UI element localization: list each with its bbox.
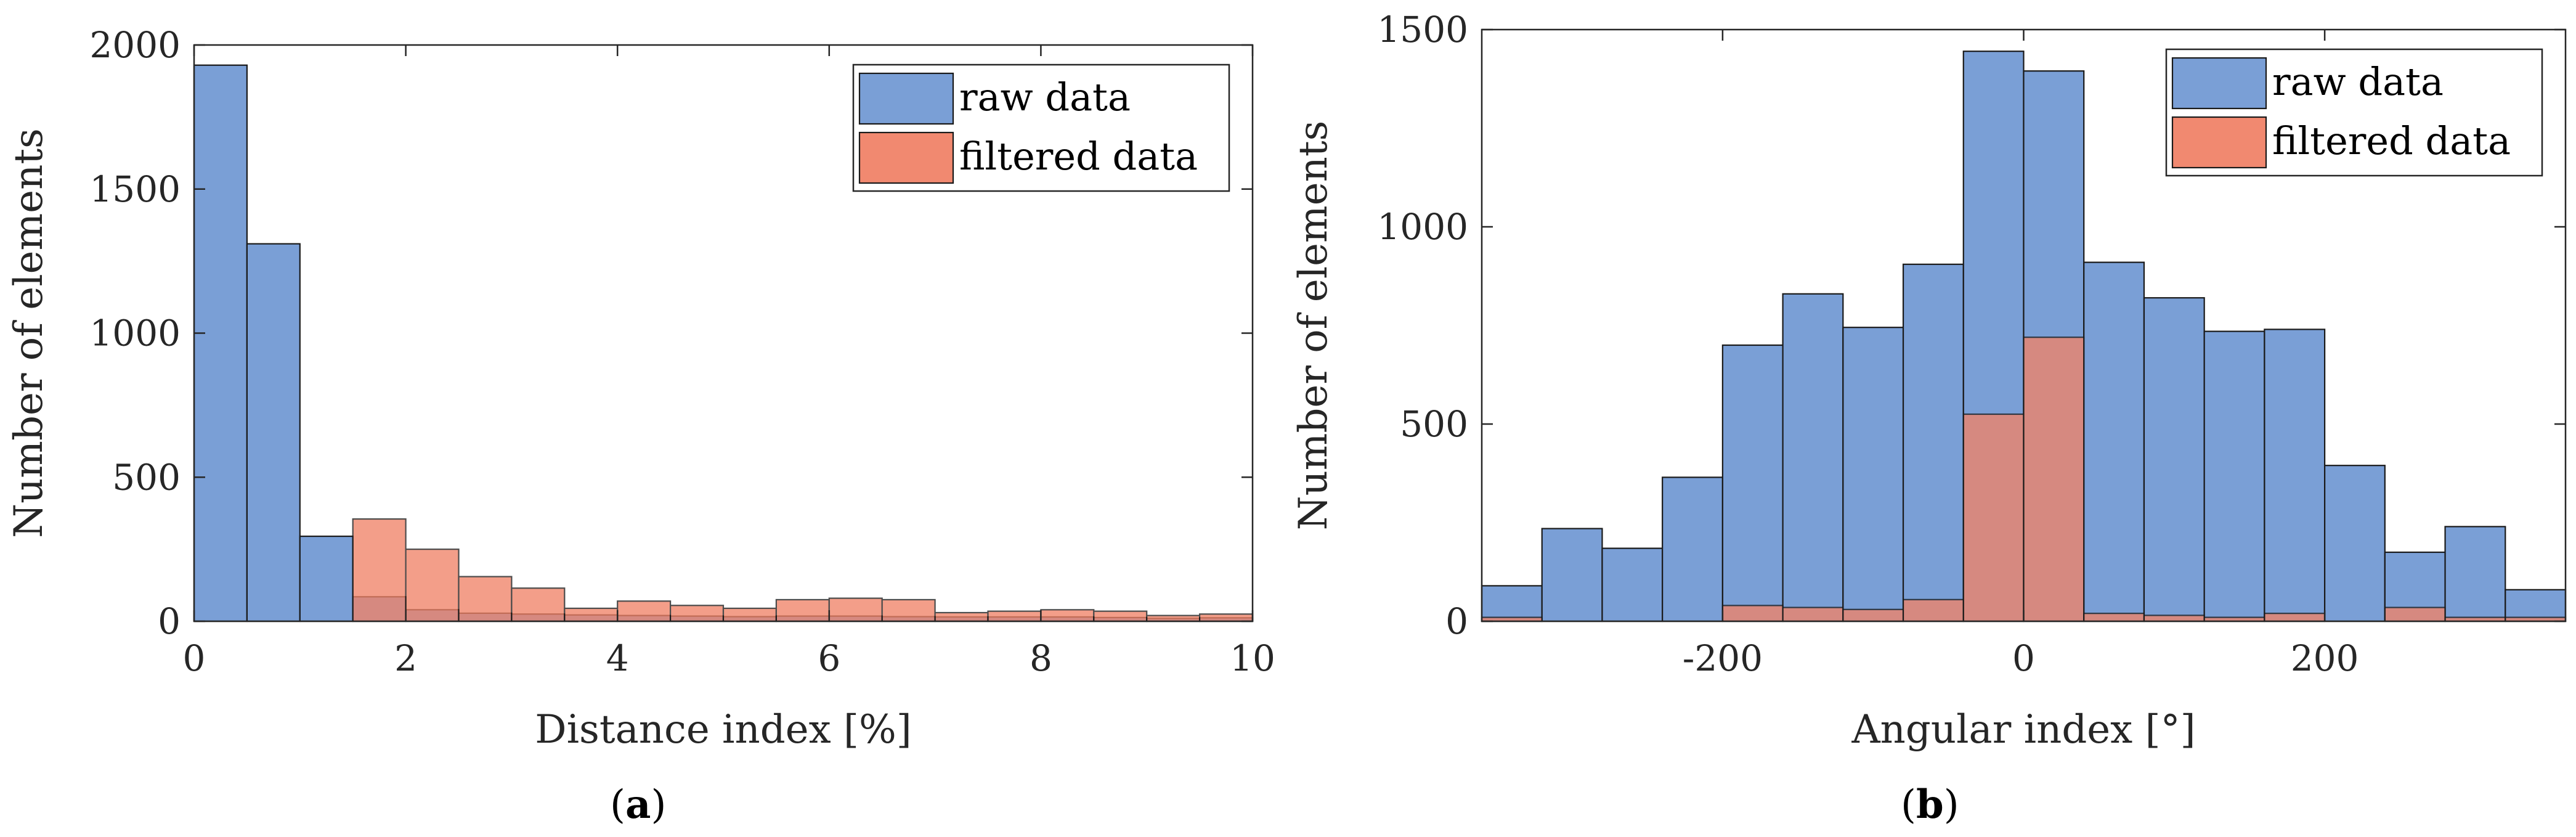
legend-swatch [858,72,954,125]
legend-label: filtered data [2272,118,2511,163]
bar [775,598,830,623]
bar [1601,547,1664,623]
bar [2384,606,2446,623]
series-filtered-data [352,518,1254,623]
bar [405,549,460,623]
bar [2203,330,2265,623]
bar [511,587,566,623]
x-tick-label: 10 [1230,637,1275,679]
bar [352,518,407,623]
bar [2143,297,2205,623]
y-axis-label: Number of elements [6,128,52,538]
x-tick-label: 2 [394,637,417,679]
bar [722,607,778,623]
y-tick-label: 500 [112,456,181,498]
bar [617,600,672,623]
bar [1902,598,1964,623]
bar [1146,614,1201,623]
bar [881,598,936,623]
x-tick-label: 4 [606,637,629,679]
bar [299,535,354,623]
bar [2083,261,2145,623]
bar [2264,613,2326,623]
y-tick-label: 2000 [89,24,181,66]
y-tick-label: 1000 [89,312,181,354]
bar [1962,413,2025,623]
bar [1198,613,1254,623]
x-tick-label: 8 [1030,637,1052,679]
caption-a: (a) [610,782,666,828]
bar [1782,293,1844,623]
legend-swatch [2171,57,2267,110]
bar [828,597,883,623]
bar [934,611,989,623]
bar [669,605,725,623]
legend-label: raw data [2272,59,2444,104]
y-tick-label: 0 [158,600,181,642]
caption-b-text: (b) [1901,782,1959,828]
caption-a-text: (a) [610,782,667,828]
bar [2505,589,2567,623]
series-filtered-data [1481,337,2567,623]
y-tick-label: 0 [1445,600,1468,642]
bar [1721,344,1784,623]
bar [2444,526,2506,623]
bar [1842,608,1904,623]
bar [2143,614,2205,623]
legend-label: raw data [959,75,1131,120]
bar [246,243,301,623]
x-tick-label: 0 [183,637,206,679]
bar [2324,465,2386,623]
bar [193,64,248,623]
legend-label: filtered data [959,134,1198,179]
bar [1842,327,1904,623]
histogram-panel-b: -200 0 200 0 500 1000 1500 Angular index [°] Num… [1291,9,2567,753]
bar [1902,263,1964,623]
bar [1782,606,1844,623]
bar [1662,476,1723,623]
bar [2264,329,2326,623]
histogram-panel-a: 0 2 4 6 8 10 0 500 1000 1500 2000 Distance index [%… [6,24,1275,753]
x-tick-label: -200 [1683,637,1763,679]
y-tick-label: 500 [1400,403,1468,445]
caption-b: (b) [1901,782,1959,828]
x-tick-label: 0 [2012,637,2035,679]
bar [1093,610,1148,623]
bar [1481,585,1543,623]
x-tick-label: 6 [818,637,840,679]
legend-swatch [858,131,954,184]
bar [1721,605,1784,623]
bar [2083,613,2145,623]
y-axis-label: Number of elements [1291,121,1336,531]
y-tick-label: 1500 [89,168,181,210]
bar [564,607,619,623]
bar [2023,337,2085,623]
bar [1040,609,1095,623]
bar [987,610,1042,623]
legend: raw data filtered data [2165,48,2543,177]
x-tick-label: 200 [2291,637,2359,679]
bar [1541,528,1603,623]
legend-swatch [2171,116,2267,169]
bar [458,576,513,623]
y-tick-label: 1000 [1377,206,1468,248]
y-tick-label: 1500 [1377,9,1468,51]
x-axis-label: Distance index [%] [535,707,912,753]
x-axis-label: Angular index [°] [1851,707,2195,753]
legend: raw data filtered data [852,63,1230,192]
